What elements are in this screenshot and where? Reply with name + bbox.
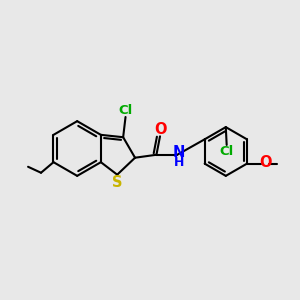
Text: O: O [260,155,272,170]
Text: S: S [112,175,123,190]
Text: Cl: Cl [220,145,234,158]
Text: O: O [154,122,167,137]
Text: H: H [173,156,184,169]
Text: Cl: Cl [119,104,133,117]
Text: N: N [172,145,185,160]
